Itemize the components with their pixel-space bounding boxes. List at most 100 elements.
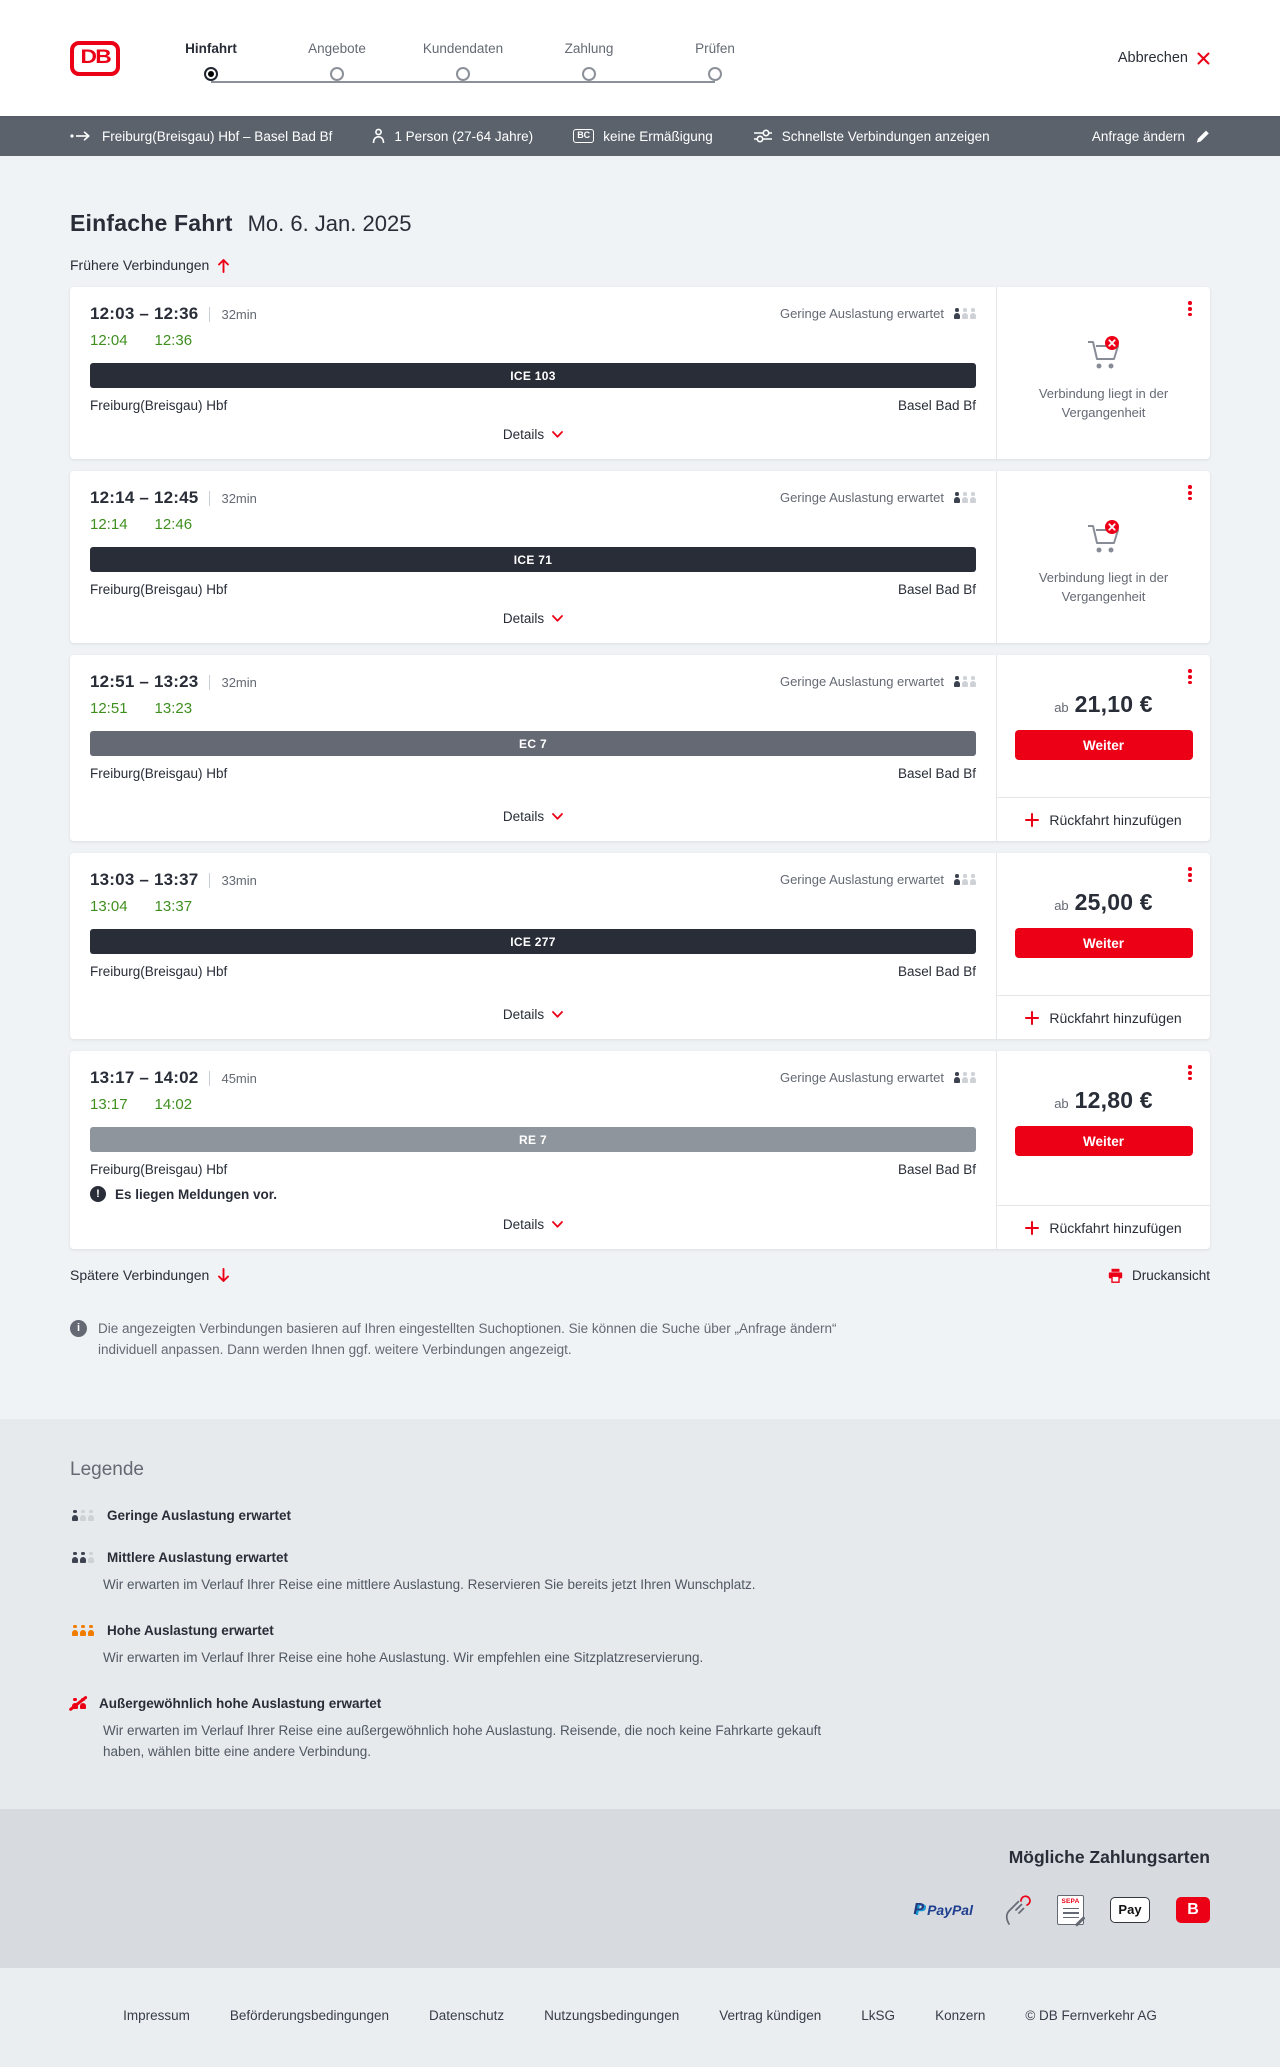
pencil-icon	[1196, 130, 1209, 143]
payment-section: Mögliche Zahlungsarten P PayPal SEPA Pay…	[0, 1808, 1280, 1968]
train-label: RE 7	[519, 1132, 547, 1147]
card-options-menu[interactable]	[1179, 862, 1201, 886]
discount-summary: keine Ermäßigung	[573, 129, 713, 144]
cart-unavailable-icon	[1087, 335, 1119, 369]
legend-item-high: Hohe Auslastung erwartet	[70, 1623, 1210, 1638]
card-options-menu[interactable]	[1179, 480, 1201, 504]
legend-label: Geringe Auslastung erwartet	[107, 1507, 292, 1523]
train-segment-bar: ICE 71	[90, 547, 976, 572]
origin-station: Freiburg(Breisgau) Hbf	[90, 964, 228, 979]
time-range: 12:03 – 12:36	[90, 304, 199, 323]
card-options-menu[interactable]	[1179, 1060, 1201, 1084]
earlier-connections-link[interactable]: Frühere Verbindungen	[70, 257, 230, 273]
chevron-down-icon	[552, 1011, 564, 1018]
change-request-button[interactable]: Anfrage ändern	[1092, 129, 1210, 144]
details-label: Details	[502, 427, 545, 442]
earlier-connections-label: Frühere Verbindungen	[70, 257, 210, 273]
occupancy-low-icon	[70, 1509, 94, 1521]
occupancy-text: Geringe Auslastung erwartet	[779, 1070, 944, 1085]
realtime-departure: 12:04	[90, 332, 128, 349]
change-request-label: Anfrage ändern	[1091, 128, 1185, 144]
past-connection-text: Verbindung liegt in der Vergangenheit	[1038, 385, 1169, 420]
sepa-logo: SEPA	[1057, 1894, 1084, 1925]
continue-button[interactable]: Weiter	[1014, 1126, 1193, 1156]
travel-date: Mo. 6. Jan. 2025	[247, 211, 412, 236]
sort-option[interactable]: Schnellste Verbindungen anzeigen	[753, 129, 990, 144]
legend-section: Legende Geringe Auslastung erwartet Mitt…	[0, 1418, 1280, 1809]
footer-link-befoerderungsbedingungen[interactable]: Beförderungsbedingungen	[229, 2007, 390, 2023]
messages-notice-text: Es liegen Meldungen vor.	[115, 1186, 278, 1202]
card-options-menu[interactable]	[1179, 664, 1201, 688]
origin-station: Freiburg(Breisgau) Hbf	[90, 582, 228, 597]
realtime-times: 12:51 13:23	[90, 700, 257, 717]
chevron-down-icon	[552, 813, 564, 820]
details-toggle[interactable]: Details	[493, 802, 573, 827]
origin-station: Freiburg(Breisgau) Hbf	[90, 398, 228, 413]
print-view-button[interactable]: Druckansicht	[1108, 1268, 1210, 1283]
add-return-button[interactable]: Rückfahrt hinzufügen	[997, 797, 1210, 841]
realtime-times: 13:17 14:02	[90, 1096, 257, 1113]
details-toggle[interactable]: Details	[493, 604, 573, 629]
chevron-down-icon	[552, 615, 564, 622]
footer-link-konzern[interactable]: Konzern	[935, 2007, 986, 2023]
footer-link-datenschutz[interactable]: Datenschutz	[429, 2007, 505, 2023]
price: ab 12,80 €	[1054, 1087, 1153, 1114]
legend-description: Wir erwarten im Verlauf Ihrer Reise eine…	[103, 1649, 704, 1665]
bahncard-icon	[573, 129, 595, 143]
plus-icon	[1025, 812, 1040, 827]
duration: 32min	[209, 675, 257, 690]
footer-link-lksg[interactable]: LkSG	[861, 2007, 896, 2023]
details-label: Details	[502, 1007, 545, 1022]
details-toggle[interactable]: Details	[493, 1210, 573, 1235]
close-icon	[1197, 52, 1210, 64]
train-label: EC 7	[519, 736, 547, 751]
occupancy-exceptional-icon	[70, 1697, 86, 1709]
connection-card: 13:17 – 14:02 45min 13:17 14:02 Geringe …	[70, 1051, 1210, 1249]
add-return-button[interactable]: Rückfahrt hinzufügen	[997, 1205, 1210, 1249]
price-amount: 25,00 €	[1074, 889, 1153, 915]
price-prefix: ab	[1054, 1096, 1069, 1111]
time-range: 13:03 – 13:37	[90, 870, 199, 889]
sort-text: Schnellste Verbindungen anzeigen	[781, 128, 990, 144]
destination-station: Basel Bad Bf	[897, 964, 976, 979]
details-label: Details	[502, 611, 545, 626]
occupancy-indicator: Geringe Auslastung erwartet	[780, 490, 976, 505]
app-header: DB Hinfahrt Angebote Kundendaten Zahlung…	[0, 0, 1280, 116]
destination-station: Basel Bad Bf	[897, 766, 976, 781]
footer-link-nutzungsbedingungen[interactable]: Nutzungsbedingungen	[544, 2007, 680, 2023]
footer-link-vertrag-kuendigen[interactable]: Vertrag kündigen	[719, 2007, 822, 2023]
discount-text: keine Ermäßigung	[603, 128, 713, 144]
print-view-label: Druckansicht	[1131, 1267, 1210, 1283]
step-zahlung: Zahlung	[526, 41, 652, 81]
step-angebote: Angebote	[274, 41, 400, 81]
occupancy-high-icon	[70, 1624, 94, 1636]
footer-link-impressum[interactable]: Impressum	[123, 2007, 190, 2023]
db-logo-text: DB	[80, 47, 111, 68]
occupancy-low-icon	[952, 1072, 976, 1083]
details-toggle[interactable]: Details	[493, 420, 573, 445]
details-toggle[interactable]: Details	[493, 1000, 573, 1025]
occupancy-text: Geringe Auslastung erwartet	[779, 306, 944, 321]
plus-icon	[1025, 1010, 1040, 1025]
footer-copyright: © DB Fernverkehr AG	[1025, 2007, 1157, 2023]
occupancy-low-icon	[952, 874, 976, 885]
price-amount: 21,10 €	[1074, 691, 1153, 717]
occupancy-low-icon	[952, 308, 976, 319]
realtime-times: 12:04 12:36	[90, 332, 257, 349]
exclamation-icon	[90, 1186, 106, 1202]
add-return-button[interactable]: Rückfahrt hinzufügen	[997, 995, 1210, 1039]
cancel-button[interactable]: Abbrechen	[1118, 50, 1210, 66]
card-options-menu[interactable]	[1179, 296, 1201, 320]
later-connections-link[interactable]: Spätere Verbindungen	[70, 1267, 230, 1283]
later-connections-label: Spätere Verbindungen	[70, 1267, 210, 1283]
occupancy-low-icon	[952, 676, 976, 687]
step-dot	[708, 67, 722, 81]
price-prefix: ab	[1054, 898, 1069, 913]
price: ab 21,10 €	[1054, 691, 1153, 718]
continue-button[interactable]: Weiter	[1014, 730, 1193, 760]
step-dot	[330, 67, 344, 81]
continue-button[interactable]: Weiter	[1014, 928, 1193, 958]
route-text: Freiburg(Breisgau) Hbf – Basel Bad Bf	[102, 128, 333, 144]
step-label: Hinfahrt	[185, 41, 237, 56]
occupancy-text: Geringe Auslastung erwartet	[779, 674, 944, 689]
